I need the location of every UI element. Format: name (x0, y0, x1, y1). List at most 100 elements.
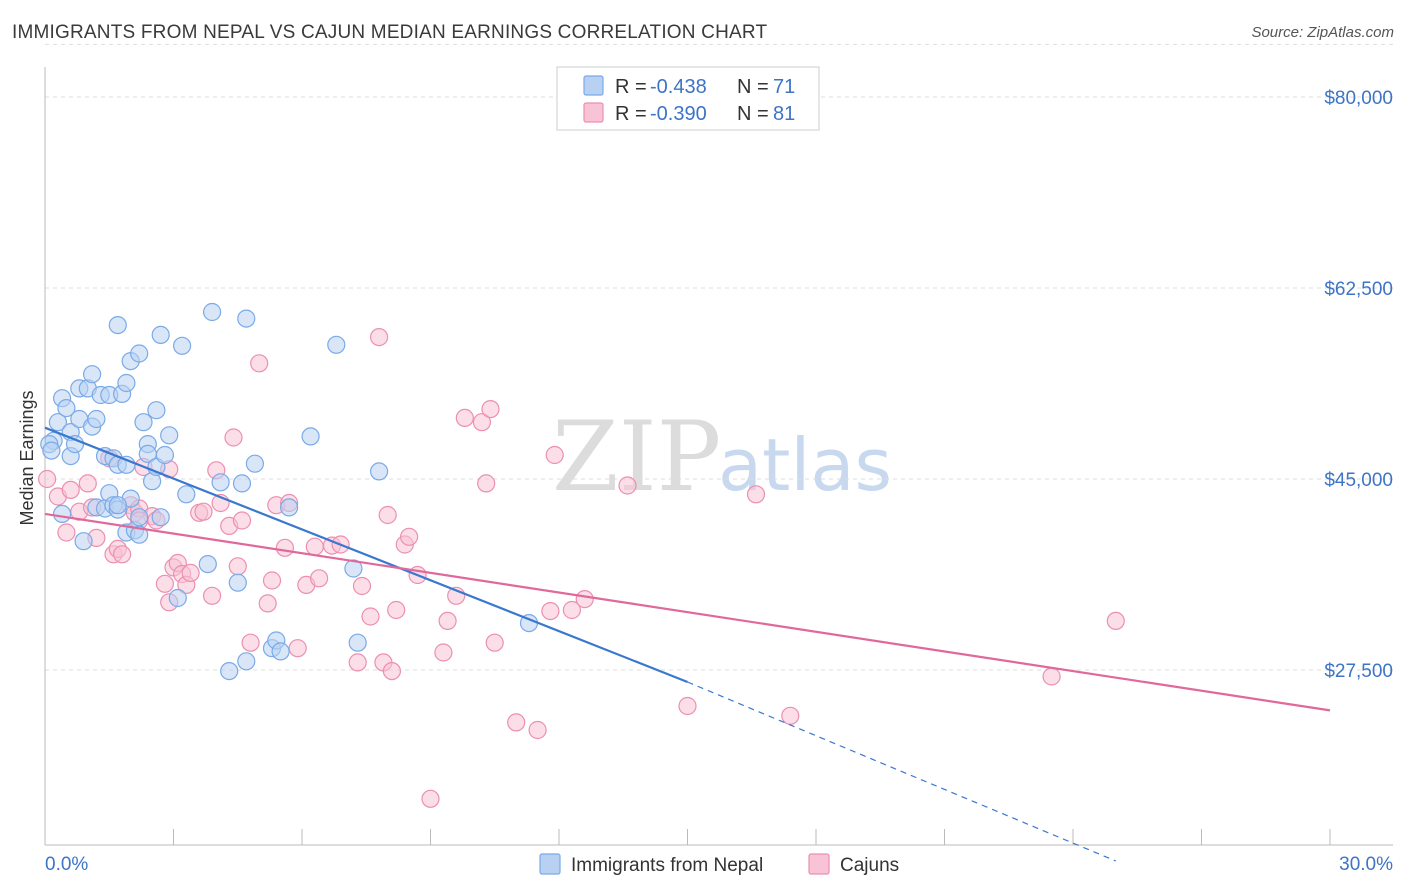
cajun-point (1106, 611, 1125, 631)
nepal-point (271, 642, 290, 661)
cajun-point (181, 563, 200, 583)
cajun-point (387, 600, 406, 620)
cajun-point (262, 571, 282, 590)
watermark-zip: ZIP (552, 401, 721, 513)
y-tick-label: $27,500 (1324, 661, 1393, 682)
nepal-point (147, 401, 166, 420)
nepal-point (168, 588, 187, 608)
y-tick-labels: $27,500 $45,000 $62,500 $80,000 (1324, 88, 1393, 682)
trend-lines (44, 426, 1331, 862)
nepal-point (203, 302, 222, 322)
nepal-point (74, 532, 93, 551)
nepal-point (151, 325, 170, 344)
cajun-point (477, 474, 496, 493)
nepal-point (57, 399, 76, 418)
nepal-point (211, 473, 230, 492)
x-tick-label-min: 0.0% (45, 854, 88, 875)
cajun-point (781, 706, 800, 725)
legend-swatch-cajun (583, 102, 604, 123)
legend-n-label-1: N = (737, 76, 769, 98)
legend-swatch-nepal (583, 75, 604, 96)
nepal-point (173, 336, 192, 355)
source-credit: Source: ZipAtlas.com (1251, 24, 1394, 41)
cajun-point (241, 633, 260, 652)
nepal-point (245, 454, 264, 473)
cajun-point (455, 408, 474, 427)
cajun-point (528, 720, 547, 740)
cajun-point (438, 611, 457, 631)
nepal-point (301, 427, 320, 446)
nepal-trend-extension (687, 681, 1117, 862)
nepal-point (160, 426, 179, 445)
nepal-point (232, 474, 252, 493)
cajun-point (288, 639, 307, 658)
cajun-point (678, 696, 697, 716)
cajun-point (112, 545, 132, 564)
cajun-point (78, 474, 97, 493)
cajun-point (370, 328, 389, 347)
nepal-point (327, 335, 346, 354)
nepal-point (130, 508, 149, 527)
nepal-point (87, 409, 106, 429)
cajun-point (485, 633, 504, 652)
cajun-point (434, 643, 453, 662)
cajun-point (57, 523, 76, 542)
bottom-legend-label-nepal: Immigrants from Nepal (571, 855, 763, 876)
y-axis-title: Median Earnings (17, 390, 37, 525)
bottom-legend-swatch-cajun (808, 853, 830, 875)
cajun-point (481, 400, 500, 419)
nepal-point (177, 485, 196, 504)
cajun-point (1042, 667, 1061, 686)
nepal-point (228, 573, 247, 592)
cajun-point (746, 485, 766, 504)
legend-r-value-2: -0.390 (650, 103, 707, 125)
cajun-point (305, 537, 324, 556)
nepal-point (155, 445, 174, 465)
nepal-point (134, 413, 153, 432)
nepal-points (40, 302, 539, 681)
cajun-point (545, 445, 564, 465)
cajun-point (232, 511, 252, 530)
cajun-point (258, 594, 277, 613)
cajun-point (194, 502, 213, 521)
cajun-point (203, 586, 222, 605)
nepal-point (220, 661, 239, 681)
legend-n-value-1: 71 (773, 76, 795, 98)
y-tick-label: $62,500 (1324, 279, 1393, 300)
nepal-point (108, 496, 127, 515)
series-legend: Immigrants from Nepal Cajuns (539, 853, 899, 876)
nepal-point (130, 344, 149, 363)
cajun-point (37, 469, 57, 489)
legend-r-label-2: R = (615, 103, 647, 125)
cajun-point (250, 354, 269, 373)
y-tick-label: $80,000 (1324, 88, 1393, 109)
nepal-point (42, 441, 61, 460)
cajun-point (562, 600, 582, 620)
nepal-point (348, 633, 367, 652)
cajun-point (541, 601, 560, 621)
nepal-point (370, 462, 389, 481)
nepal-point (52, 504, 72, 524)
cajun-point (275, 538, 294, 557)
cajun-point (310, 569, 329, 588)
cajun-point (400, 527, 419, 546)
bottom-legend-swatch-nepal (539, 853, 561, 875)
cajun-point (507, 713, 526, 732)
cajun-point (224, 428, 243, 447)
cajun-point (361, 607, 380, 626)
nepal-point (280, 498, 299, 517)
cajun-point (421, 789, 440, 808)
x-axis-ticks (44, 829, 1331, 845)
grid-lines (45, 43, 1393, 671)
chart-title: IMMIGRANTS FROM NEPAL VS CAJUN MEDIAN EA… (12, 22, 768, 43)
cajun-point (61, 480, 80, 499)
nepal-point (237, 652, 256, 671)
cajun-point (382, 661, 401, 681)
watermark-atlas: atlas (718, 423, 892, 507)
correlation-legend: R = -0.438 N = 71 R = -0.390 N = 81 (556, 66, 820, 131)
nepal-point (82, 365, 102, 384)
cajun-trend-line (44, 512, 1331, 712)
cajun-point (378, 505, 397, 525)
nepal-point (117, 373, 136, 393)
